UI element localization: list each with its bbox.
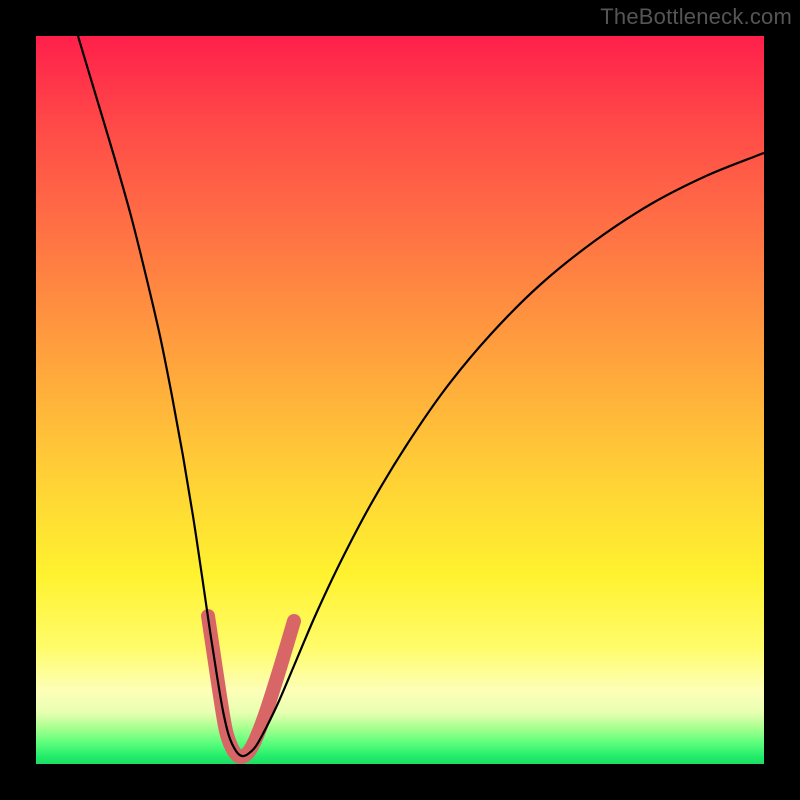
main-curve xyxy=(78,36,764,756)
highlight-segment xyxy=(208,616,294,757)
curve-layer xyxy=(36,36,764,764)
plot-area xyxy=(36,36,764,764)
chart-frame: TheBottleneck.com xyxy=(0,0,800,800)
watermark-text: TheBottleneck.com xyxy=(600,4,792,30)
